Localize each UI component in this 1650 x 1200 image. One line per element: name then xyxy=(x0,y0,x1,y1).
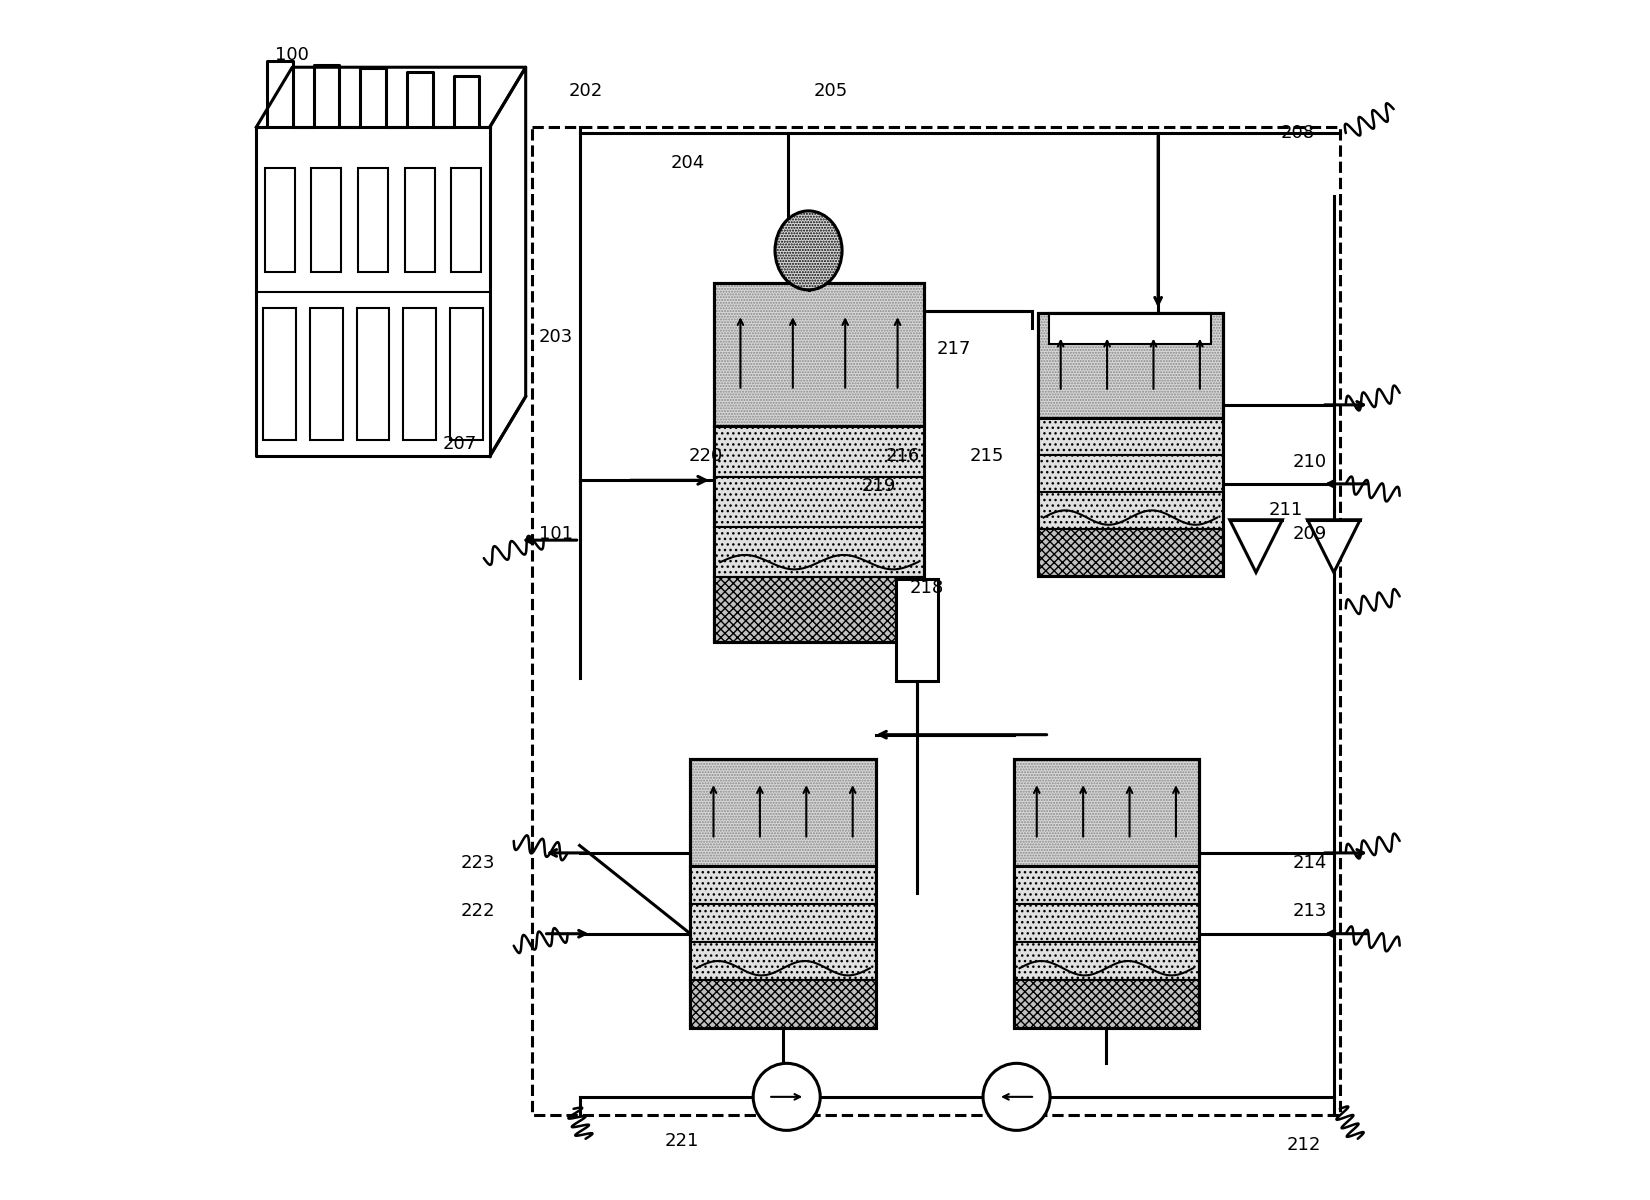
Text: 209: 209 xyxy=(1292,526,1327,544)
Text: 215: 215 xyxy=(970,448,1003,466)
Text: 216: 216 xyxy=(886,448,921,466)
Text: 222: 222 xyxy=(460,902,495,920)
Bar xyxy=(264,308,295,440)
Bar xyxy=(1013,979,1200,1028)
Text: 101: 101 xyxy=(538,526,573,544)
Bar xyxy=(452,168,482,272)
Bar xyxy=(1038,529,1223,576)
Text: 220: 220 xyxy=(688,448,723,466)
Bar xyxy=(1013,942,1200,979)
Bar xyxy=(690,866,876,904)
Bar xyxy=(356,308,389,440)
Bar xyxy=(450,308,483,440)
Text: 202: 202 xyxy=(569,82,602,100)
Bar xyxy=(690,979,876,1028)
Bar xyxy=(1013,758,1200,1028)
Text: 212: 212 xyxy=(1287,1135,1322,1153)
Text: 218: 218 xyxy=(909,580,944,598)
Bar xyxy=(1049,313,1211,344)
Text: 205: 205 xyxy=(813,82,848,100)
Polygon shape xyxy=(256,61,490,456)
Bar xyxy=(714,283,924,642)
Bar xyxy=(1013,904,1200,942)
Bar xyxy=(1038,418,1223,455)
Bar xyxy=(896,580,939,680)
Bar xyxy=(1038,313,1223,418)
Bar xyxy=(1038,492,1223,529)
Bar xyxy=(690,942,876,979)
Bar xyxy=(714,283,924,642)
Bar xyxy=(1038,313,1223,418)
Bar xyxy=(1013,758,1200,866)
Bar xyxy=(310,308,343,440)
Bar xyxy=(264,168,295,272)
Bar xyxy=(1013,866,1200,904)
Circle shape xyxy=(983,1063,1049,1130)
Text: 203: 203 xyxy=(538,328,573,346)
Text: 208: 208 xyxy=(1280,124,1315,142)
Text: 207: 207 xyxy=(442,436,477,454)
Circle shape xyxy=(752,1063,820,1130)
Text: 213: 213 xyxy=(1292,902,1327,920)
Text: 219: 219 xyxy=(861,478,896,496)
Text: 100: 100 xyxy=(276,47,309,65)
Bar xyxy=(690,904,876,942)
Bar xyxy=(714,283,924,426)
Bar xyxy=(714,476,924,527)
Bar xyxy=(1038,455,1223,492)
Polygon shape xyxy=(1307,520,1360,572)
Text: 221: 221 xyxy=(665,1132,698,1150)
Text: 223: 223 xyxy=(460,854,495,872)
Text: 214: 214 xyxy=(1292,854,1327,872)
Bar xyxy=(403,308,436,440)
Text: 217: 217 xyxy=(937,340,972,358)
Ellipse shape xyxy=(776,211,842,290)
Text: 204: 204 xyxy=(670,154,705,172)
Bar xyxy=(714,527,924,577)
Bar xyxy=(312,168,342,272)
Bar xyxy=(690,758,876,866)
Bar xyxy=(1038,313,1223,576)
Text: 211: 211 xyxy=(1269,502,1304,520)
Bar xyxy=(714,577,924,642)
Bar xyxy=(690,758,876,1028)
Bar xyxy=(690,758,876,866)
Bar xyxy=(1038,313,1223,576)
Bar xyxy=(714,283,924,426)
Bar xyxy=(690,758,876,1028)
Text: 210: 210 xyxy=(1294,454,1327,472)
Bar xyxy=(404,168,434,272)
Bar xyxy=(1013,758,1200,1028)
Polygon shape xyxy=(1229,520,1282,572)
Bar xyxy=(358,168,388,272)
Bar xyxy=(1013,758,1200,866)
Bar xyxy=(714,426,924,476)
